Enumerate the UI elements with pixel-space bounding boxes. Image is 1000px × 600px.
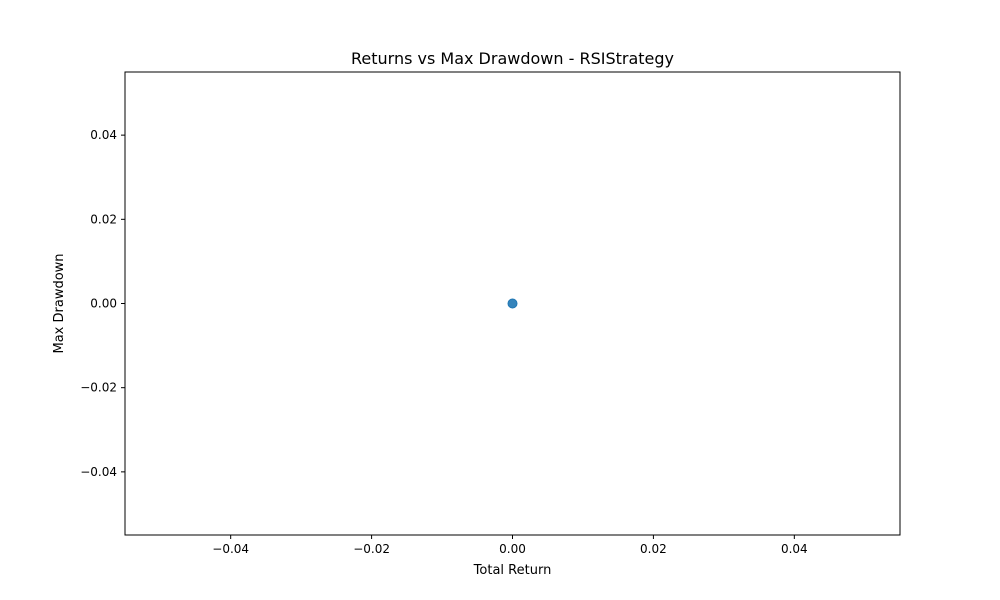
y-tick-label: 0.02 xyxy=(90,212,117,226)
x-tick-label: 0.02 xyxy=(640,542,667,556)
data-points xyxy=(507,298,518,309)
y-tick-label: −0.02 xyxy=(80,381,117,395)
x-tick-label: 0.00 xyxy=(499,542,526,556)
y-tick-label: −0.04 xyxy=(80,465,117,479)
chart-title: Returns vs Max Drawdown - RSIStrategy xyxy=(351,49,674,68)
x-tick-label: 0.04 xyxy=(781,542,808,556)
x-axis-label: Total Return xyxy=(473,563,552,578)
y-tick-label: 0.04 xyxy=(90,128,117,142)
data-point xyxy=(507,298,518,309)
y-axis: −0.04 −0.02 0.00 0.02 0.04 xyxy=(80,128,125,479)
y-axis-label: Max Drawdown xyxy=(52,253,67,353)
y-tick-label: 0.00 xyxy=(90,297,117,311)
x-tick-label: −0.04 xyxy=(212,542,249,556)
x-axis: −0.04 −0.02 0.00 0.02 0.04 xyxy=(212,535,808,556)
x-tick-label: −0.02 xyxy=(353,542,390,556)
